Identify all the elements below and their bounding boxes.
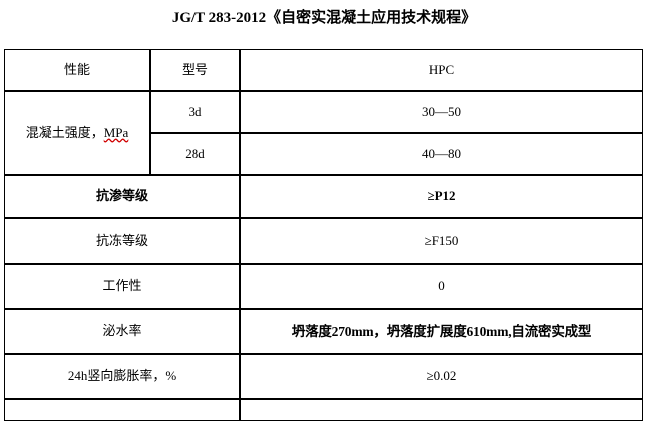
table-row: 抗渗等级 ≥P12 <box>4 175 643 218</box>
table-row <box>4 399 643 421</box>
cell-value-frost-resistance: ≥F150 <box>240 218 643 264</box>
cell-model-28d: 28d <box>150 133 240 175</box>
concrete-strength-unit: MPa <box>103 124 129 140</box>
table-row: 抗冻等级 ≥F150 <box>4 218 643 264</box>
table-row: 泌水率 坍落度270mm，坍落度扩展度610mm,自流密实成型 <box>4 309 643 354</box>
row-label-concrete-strength: 混凝土强度，MPa <box>4 91 150 175</box>
cell-value-impermeability: ≥P12 <box>240 175 643 218</box>
table-row: 工作性 0 <box>4 264 643 309</box>
row-label-partial <box>4 399 240 421</box>
row-label-bleeding-rate: 泌水率 <box>4 309 240 354</box>
cell-value-28d: 40—80 <box>240 133 643 175</box>
header-cell-value: HPC <box>240 49 643 91</box>
concrete-spec-table: 性能 型号 HPC 混凝土强度，MPa 3d 30—50 28d 40—80 抗… <box>4 49 643 421</box>
cell-value-vertical-expansion: ≥0.02 <box>240 354 643 399</box>
document-title: JG/T 283-2012《自密实混凝土应用技术规程》 <box>171 10 477 26</box>
table-row: 28d 40—80 <box>4 133 643 175</box>
header-cell-model: 型号 <box>150 49 240 91</box>
cell-value-bleeding-rate: 坍落度270mm，坍落度扩展度610mm,自流密实成型 <box>240 309 643 354</box>
cell-value-partial <box>240 399 643 421</box>
spec-table-container: 性能 型号 HPC 混凝土强度，MPa 3d 30—50 28d 40—80 抗… <box>4 49 643 421</box>
cell-value-workability: 0 <box>240 264 643 309</box>
row-label-workability: 工作性 <box>4 264 240 309</box>
cell-model-3d: 3d <box>150 91 240 133</box>
cell-value-3d: 30—50 <box>240 91 643 133</box>
concrete-strength-text: 混凝土强度， <box>25 124 104 140</box>
table-row: 混凝土强度，MPa 3d 30—50 <box>4 91 643 175</box>
row-label-vertical-expansion: 24h竖向膨胀率，% <box>4 354 240 399</box>
row-label-frost-resistance: 抗冻等级 <box>4 218 240 264</box>
table-header-row: 性能 型号 HPC <box>4 49 643 91</box>
table-row: 24h竖向膨胀率，% ≥0.02 <box>4 354 643 399</box>
row-label-impermeability: 抗渗等级 <box>4 175 240 218</box>
header-cell-property: 性能 <box>4 49 150 91</box>
